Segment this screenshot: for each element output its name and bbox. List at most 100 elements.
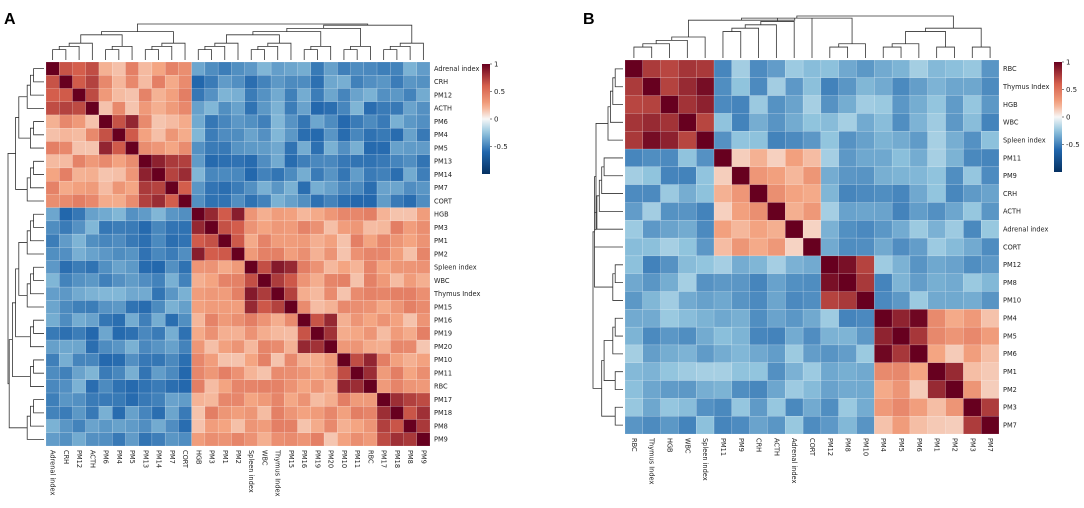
panel-a-cell (85, 61, 100, 76)
panel-a-cell (323, 194, 338, 208)
panel-b-cell (927, 380, 946, 399)
panel-a-cell (257, 379, 272, 394)
panel-a-cell (151, 273, 166, 288)
panel-b-cell (802, 237, 822, 257)
panel-a-cell (98, 180, 113, 195)
panel-b-cell (678, 273, 697, 292)
panel-a-cell (350, 114, 364, 129)
panel-a-cell (85, 207, 100, 222)
panel-b-cell (767, 309, 786, 328)
panel-a-cell (297, 379, 312, 394)
panel-a-cell (85, 114, 100, 129)
panel-b-cell (660, 380, 679, 399)
panel-a-cell (350, 273, 364, 288)
panel-b-cell (678, 344, 697, 363)
panel-b-cell (945, 220, 964, 239)
panel-b-cell (696, 59, 715, 79)
panel-a-cell (337, 88, 351, 102)
panel-a-cell (217, 392, 232, 407)
panel-b-cell (980, 344, 1000, 363)
panel-a-col-label: PM5 (128, 450, 136, 464)
panel-b-cell (731, 220, 750, 239)
panel-a-cell (138, 88, 153, 102)
panel-a-cell (85, 154, 100, 169)
panel-b-cell (767, 95, 786, 114)
panel-b-cell (927, 309, 946, 328)
panel-a-cell (178, 114, 192, 129)
panel-a-cell (217, 379, 232, 394)
panel-a-cell (350, 167, 364, 182)
panel-b-cell (713, 77, 733, 96)
panel-a-cell (204, 326, 219, 341)
panel-b-cell (678, 415, 697, 435)
panel-a-cell (244, 154, 259, 169)
panel-a-cell (337, 101, 351, 116)
panel-a-cell (416, 379, 431, 394)
panel-a-cell (138, 419, 153, 433)
panel-a-cell (112, 286, 126, 301)
panel-b-cell (945, 344, 964, 363)
panel-label-a: A (4, 11, 16, 28)
panel-b-cell (731, 113, 750, 132)
panel-a-cell (231, 286, 245, 301)
panel-a-cell (363, 180, 378, 195)
panel-a-cell (45, 194, 60, 208)
panel-a-cell (416, 326, 431, 341)
panel-b-cell (909, 398, 928, 417)
panel-b-cell (660, 59, 679, 79)
panel-a-cell (403, 392, 417, 407)
panel-a-cell (204, 180, 219, 195)
panel-a-cell (45, 233, 60, 248)
panel-a-cell (98, 260, 113, 275)
panel-a-cell (350, 220, 364, 235)
panel-b-cell (909, 166, 928, 185)
panel-b-cell (749, 398, 768, 417)
panel-a-cell (376, 273, 391, 288)
panel-a-cell (284, 220, 298, 235)
panel-a-cell (112, 300, 126, 314)
panel-a-cell (164, 300, 179, 314)
panel-a-cell (337, 128, 351, 142)
panel-b-row-label: HGB (1003, 101, 1018, 109)
panel-a-cell (125, 286, 139, 301)
panel-a-cell (403, 114, 417, 129)
panel-a-cell (323, 233, 338, 248)
panel-a-cell (138, 101, 153, 116)
panel-b-row-label: PM3 (1003, 404, 1017, 412)
panel-b-cell (927, 166, 946, 185)
panel-b-cell (749, 131, 768, 150)
panel-b-cell (909, 415, 928, 435)
panel-a-cell (178, 128, 192, 142)
panel-a-cell (231, 207, 245, 222)
panel-a-cell (191, 313, 206, 328)
panel-b-cell (713, 237, 733, 257)
panel-a-cell (244, 406, 259, 420)
panel-a-cell (310, 313, 325, 328)
panel-a-cell (164, 61, 179, 76)
panel-a-cell (45, 366, 60, 380)
panel-a-cell (151, 141, 166, 155)
panel-b-cell (856, 273, 875, 292)
panel-a-cell (270, 88, 285, 102)
panel-a-cell (270, 326, 285, 341)
panel-a-row-label: PM12 (434, 91, 452, 99)
panel-b-cell (749, 415, 768, 435)
panel-b-cell (642, 95, 661, 114)
panel-b-cell (624, 380, 644, 399)
panel-a-cell (85, 75, 100, 89)
panel-b-cell (678, 148, 697, 168)
panel-a-cell (231, 180, 245, 195)
panel-a-cell (390, 167, 404, 182)
panel-b-cell (927, 184, 946, 203)
panel-a-cell (151, 326, 166, 341)
panel-a-cell (191, 180, 206, 195)
panel-b-cell (785, 59, 804, 79)
panel-a-cell (125, 379, 139, 394)
panel-a-cell (164, 432, 179, 447)
panel-b-cell (713, 326, 733, 346)
panel-b-cell (660, 166, 679, 185)
panel-a-cell (231, 260, 245, 275)
panel-a-cell (178, 392, 192, 407)
panel-a-cell (72, 339, 86, 354)
panel-b-cell (696, 398, 715, 417)
